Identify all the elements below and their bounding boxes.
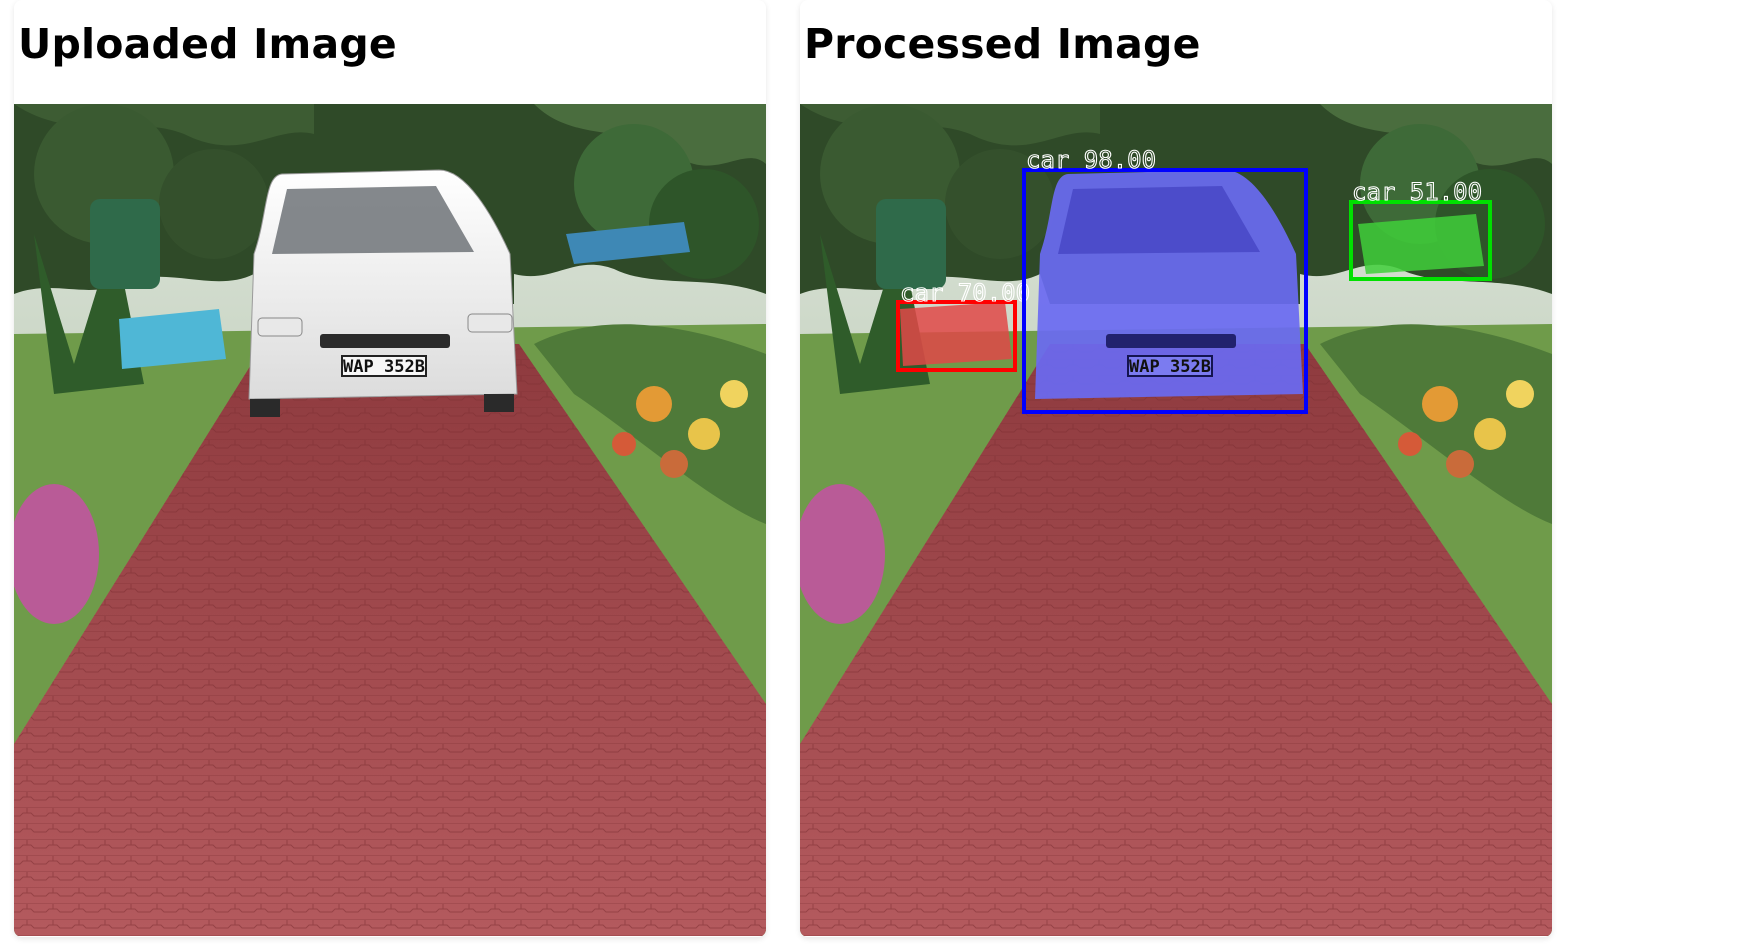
detection-2-label: car 70.00 [900,279,1030,307]
detection-3-label: car 51.00 [1352,178,1482,206]
detection-1-label: car 98.00 [1026,146,1156,174]
van: WAP 352B [248,169,518,417]
uploaded-image-title: Uploaded Image [18,20,397,68]
detection-3: car 51.00 [1349,177,1492,281]
processed-image-title: Processed Image [804,20,1201,68]
processed-image: car 70.00 car 51.00 WAP 352B car 98.00 [800,104,1552,936]
uploaded-image-card: Uploaded Image [14,0,766,937]
processed-image-card: Processed Image [800,0,1552,937]
uploaded-plate-text: WAP 352B [343,357,425,377]
garden-scene [800,104,1552,936]
detection-2: car 70.00 [896,278,1031,372]
detection-1: WAP 352B car 98.00 [1022,145,1308,414]
processed-plate-text: WAP 352B [1129,357,1211,377]
uploaded-image: WAP 352B [14,104,766,936]
